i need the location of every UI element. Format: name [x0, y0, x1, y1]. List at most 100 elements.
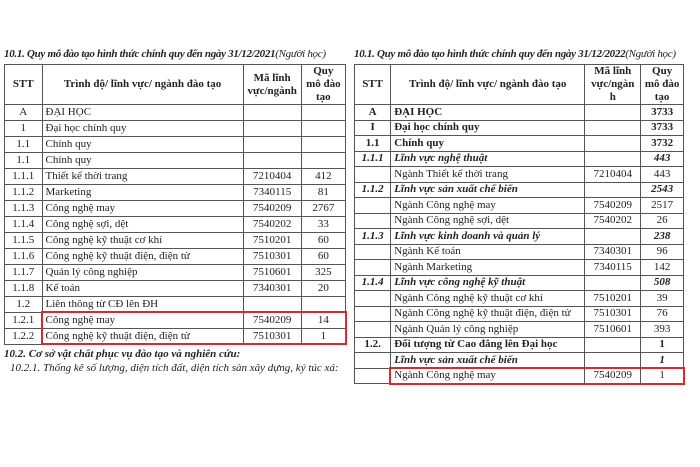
- cell-stt: [353, 197, 392, 214]
- table-row: 1.1 Chính quy: [4, 136, 347, 153]
- cell-stt: [353, 212, 392, 229]
- cell-stt: 1.1.6: [4, 248, 43, 265]
- cell-name: Chính quy: [41, 152, 244, 169]
- cell-qty: 3732: [640, 135, 684, 152]
- table-row: Ngành Công nghệ may 7540209 1: [353, 367, 684, 384]
- cell-qty: 1: [640, 336, 684, 353]
- table-row: 1.2.2 Công nghệ kỹ thuật điện, điện tử 751…: [4, 328, 347, 345]
- right-title: 10.1. Quy mô đào tạo hình thức chính quy…: [354, 48, 684, 61]
- left-title-text: 10.1. Quy mô đào tạo hình thức chính quy…: [4, 48, 276, 60]
- cell-name: Ngành Quản lý công nghiệp: [390, 321, 586, 338]
- right-table: STT Trình độ/ lĩnh vực/ ngành đào tạo Mã l…: [353, 64, 684, 384]
- cell-code: 7510301: [242, 328, 302, 345]
- cell-name: Lĩnh vực sản xuất chế biến: [390, 181, 586, 198]
- cell-qty: 2517: [640, 197, 684, 214]
- cell-qty: 60: [300, 232, 347, 249]
- cell-qty: 60: [300, 248, 347, 265]
- cell-stt: 1.1.3: [4, 200, 43, 217]
- column-header: STT: [353, 64, 392, 105]
- cell-stt: [353, 243, 392, 260]
- cell-code: [584, 150, 642, 167]
- cell-code: 7540209: [584, 197, 642, 214]
- table-row: 1.1.5 Công nghệ kỹ thuật cơ khí 7510201 60: [4, 232, 347, 249]
- cell-code: [242, 104, 302, 121]
- cell-qty: 508: [640, 274, 684, 291]
- cell-name: Công nghệ sợi, dệt: [41, 216, 244, 233]
- cell-stt: [353, 321, 392, 338]
- left-title-unit: (Người học): [275, 48, 326, 60]
- cell-name: Công nghệ may: [41, 200, 244, 217]
- cell-name: Đại học chính quy: [390, 119, 586, 136]
- cell-name: Đối tượng từ Cao đẳng lên Đại học: [390, 336, 586, 353]
- cell-name: Ngành Công nghệ kỹ thuật cơ khí: [390, 290, 586, 307]
- cell-qty: 3733: [640, 104, 684, 121]
- cell-stt: 1.1: [4, 136, 43, 153]
- cell-code: [584, 135, 642, 152]
- table-row: Ngành Marketing 7340115 142: [353, 259, 684, 276]
- column-header: Mã lĩnh vực/ngành: [584, 64, 642, 105]
- cell-stt: 1.2.2: [4, 328, 43, 345]
- cell-code: [584, 119, 642, 136]
- cell-name: Ngành Marketing: [390, 259, 586, 276]
- cell-name: Quản lý công nghiệp: [41, 264, 244, 281]
- cell-name: Kế toán: [41, 280, 244, 297]
- cell-name: Ngành Công nghệ may: [390, 197, 586, 214]
- cell-code: [242, 136, 302, 153]
- left-table-wrap: STT Trình độ/ lĩnh vực/ ngành đào tạo Mã l…: [4, 64, 347, 345]
- cell-qty: 3733: [640, 119, 684, 136]
- cell-qty: 1: [300, 328, 347, 345]
- table-row: A ĐẠI HỌC 3733: [353, 104, 684, 121]
- cell-qty: 325: [300, 264, 347, 281]
- table-row: Ngành Kế toán 7340301 96: [353, 243, 684, 260]
- cell-qty: [300, 104, 347, 121]
- left-subsection: 10.2.1. Thống kê số lượng, diện tích đất…: [10, 362, 339, 374]
- table-row: 1.1.3 Công nghệ may 7540209 2767: [4, 200, 347, 217]
- table-row: 1.1.4 Lĩnh vực công nghệ kỹ thuật 508: [353, 274, 684, 291]
- cell-name: Lĩnh vực nghệ thuật: [390, 150, 586, 167]
- cell-code: 7510301: [242, 248, 302, 265]
- cell-name: Ngành Công nghệ may: [390, 367, 586, 384]
- cell-qty: 393: [640, 321, 684, 338]
- cell-name: ĐẠI HỌC: [41, 104, 244, 121]
- table-row: Ngành Quản lý công nghiệp 7510601 393: [353, 321, 684, 338]
- cell-qty: [300, 120, 347, 137]
- cell-stt: 1.2.: [353, 336, 392, 353]
- header-row: STT Trình độ/ lĩnh vực/ ngành đào tạo Mã l…: [4, 64, 347, 105]
- cell-qty: 412: [300, 168, 347, 185]
- cell-code: 7340301: [242, 280, 302, 297]
- cell-stt: 1.1.3: [353, 228, 392, 245]
- cell-name: Chính quy: [41, 136, 244, 153]
- cell-qty: 26: [640, 212, 684, 229]
- cell-name: Liên thông từ CĐ lên ĐH: [41, 296, 244, 313]
- table-row: 1.1.8 Kế toán 7340301 20: [4, 280, 347, 297]
- cell-code: 7540209: [242, 200, 302, 217]
- right-table-wrap: STT Trình độ/ lĩnh vực/ ngành đào tạo Mã l…: [353, 64, 685, 385]
- column-header: Trình độ/ lĩnh vực/ ngành đào tạo: [41, 64, 244, 105]
- cell-stt: 1.1.4: [4, 216, 43, 233]
- cell-qty: 96: [640, 243, 684, 260]
- cell-name: Công nghệ kỹ thuật cơ khí: [41, 232, 244, 249]
- cell-stt: 1.1: [353, 135, 392, 152]
- table-row: Ngành Công nghệ kỹ thuật điện, điện tử 75…: [353, 305, 684, 322]
- header-row: STT Trình độ/ lĩnh vực/ ngành đào tạo Mã l…: [353, 64, 684, 105]
- table-row: A ĐẠI HỌC: [4, 104, 347, 121]
- cell-qty: 20: [300, 280, 347, 297]
- cell-stt: 1.1: [4, 152, 43, 169]
- cell-code: 7510601: [584, 321, 642, 338]
- cell-qty: 443: [640, 166, 684, 183]
- cell-code: [584, 104, 642, 121]
- cell-name: Ngành Kế toán: [390, 243, 586, 260]
- column-header: Quy mô đào tạo: [300, 64, 347, 105]
- cell-name: Ngành Công nghệ sợi, dệt: [390, 212, 586, 229]
- table-row: 1.1.6 Công nghệ kỹ thuật điện, điện tử 751…: [4, 248, 347, 265]
- cell-name: Ngành Thiết kế thời trang: [390, 166, 586, 183]
- cell-qty: 39: [640, 290, 684, 307]
- cell-qty: 142: [640, 259, 684, 276]
- cell-code: [584, 181, 642, 198]
- cell-qty: 81: [300, 184, 347, 201]
- table-row: Ngành Công nghệ kỹ thuật cơ khí 7510201 39: [353, 290, 684, 307]
- cell-stt: [353, 290, 392, 307]
- cell-qty: 14: [300, 312, 347, 329]
- cell-name: Marketing: [41, 184, 244, 201]
- cell-name: ĐẠI HỌC: [390, 104, 586, 121]
